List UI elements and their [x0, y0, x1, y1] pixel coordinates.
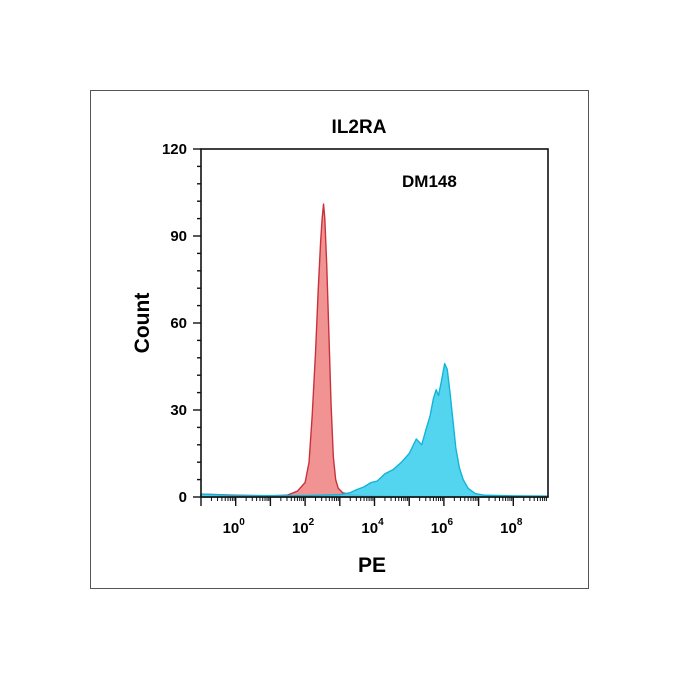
y-tick-label: 120 — [162, 141, 187, 158]
x-axis-label: PE — [358, 554, 386, 577]
y-tick-label: 0 — [179, 489, 187, 506]
sample-annotation: DM148 — [402, 172, 457, 191]
x-tick-label: 108 — [500, 517, 523, 537]
y-tick-label: 90 — [170, 228, 187, 245]
x-tick-label: 102 — [292, 517, 315, 537]
y-axis-label: Count — [131, 293, 154, 354]
series-layer — [200, 203, 549, 498]
y-tick-label: 30 — [170, 402, 187, 419]
histogram-series-2 — [200, 362, 549, 498]
y-tick-label: 60 — [170, 315, 187, 332]
histogram-chart: 0 30 60 90 120 100 102 104 106 108 IL2RA DM148 PE… — [131, 117, 549, 577]
chart-frame: 0 30 60 90 120 100 102 104 106 108 IL2RA DM148 PE… — [90, 90, 589, 589]
x-tick-label: 100 — [223, 517, 246, 537]
x-tick-label: 106 — [431, 517, 454, 537]
chart-title: IL2RA — [332, 117, 387, 138]
axis-layer: 0 30 60 90 120 100 102 104 106 108 — [162, 141, 547, 537]
x-tick-label: 104 — [361, 517, 384, 537]
histogram-series-1 — [200, 203, 549, 498]
plot-area-border — [200, 148, 549, 498]
